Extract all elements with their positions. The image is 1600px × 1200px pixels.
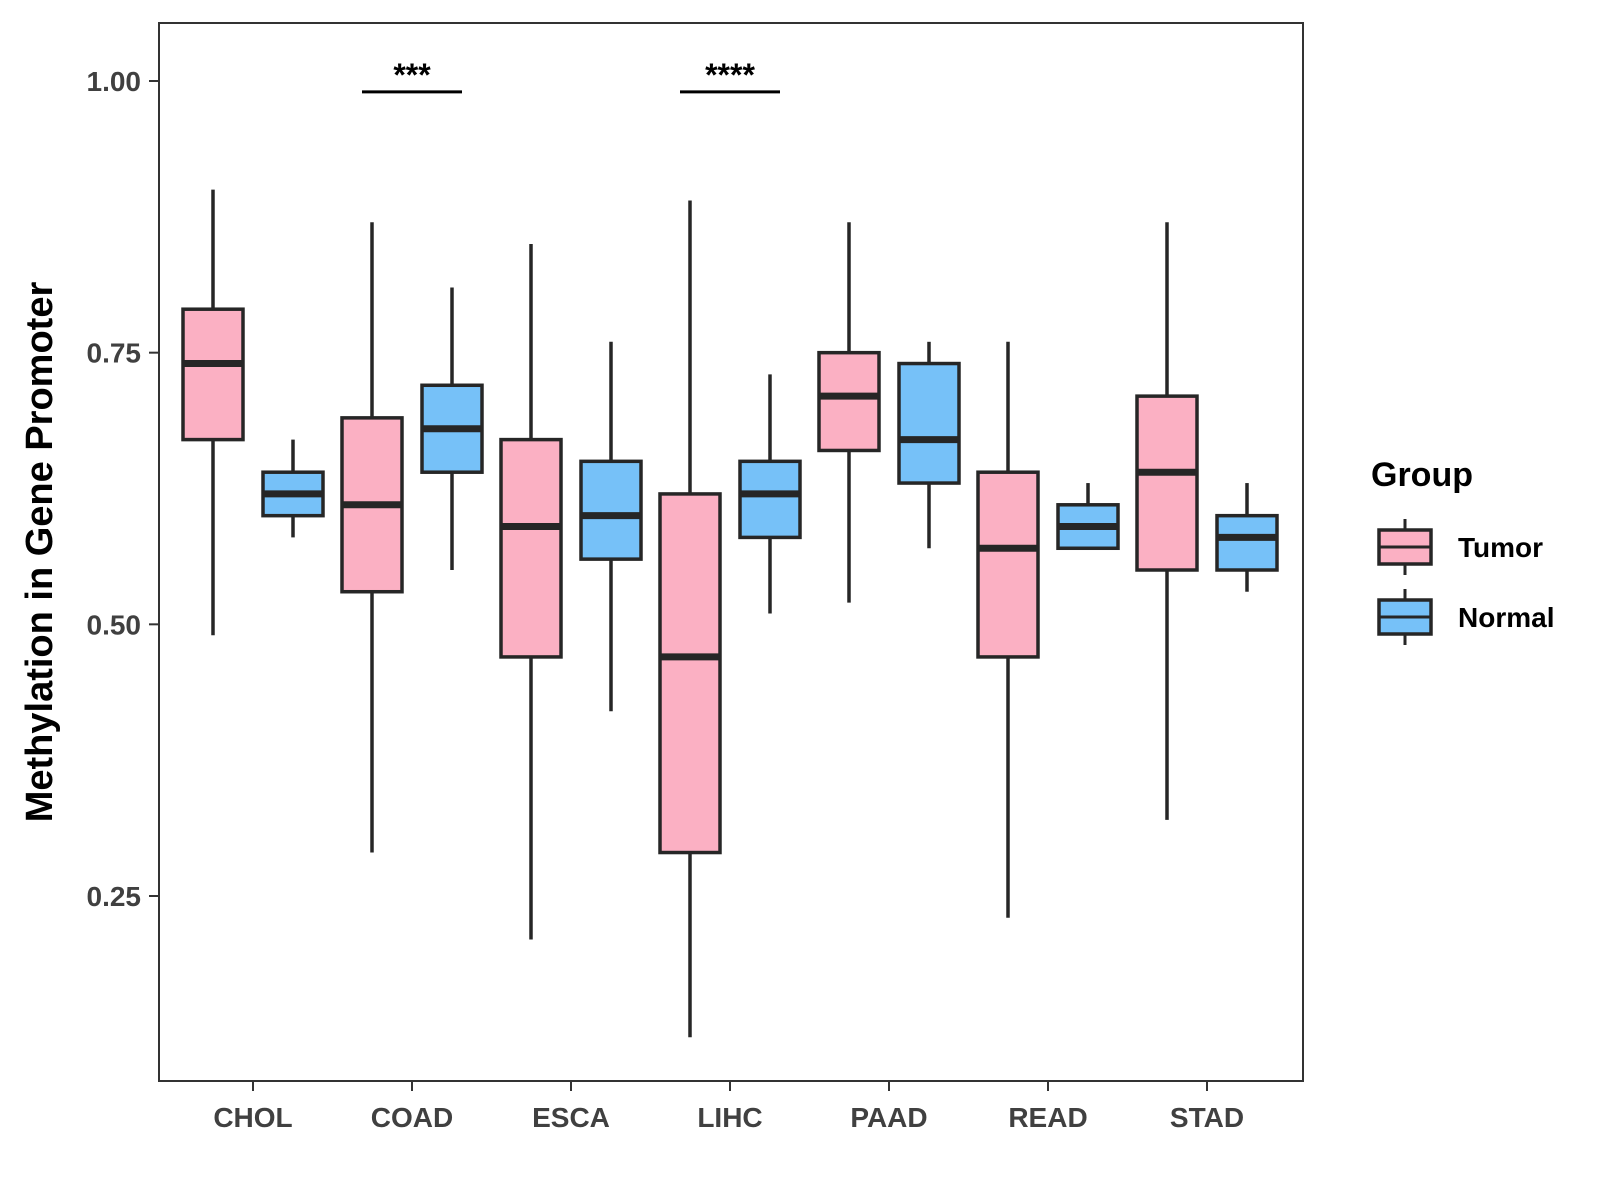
box-esca-tumor (499, 244, 563, 940)
y-axis: 0.25 0.50 0.75 1.00 (87, 66, 159, 912)
box-stad-tumor (1135, 222, 1199, 820)
x-tick-label: ESCA (532, 1102, 610, 1133)
box-coad-normal (420, 287, 484, 570)
box-lihc-tumor (658, 200, 722, 1038)
x-axis: CHOL COAD ESCA LIHC PAAD READ STAD (213, 1081, 1244, 1133)
box-coad-tumor (340, 222, 404, 853)
significance-label: **** (705, 57, 755, 93)
y-axis-title: Methylation in Gene Promoter (19, 282, 61, 823)
box-body (738, 459, 802, 540)
box-chol-tumor (181, 189, 245, 636)
legend-key-tumor (1377, 519, 1433, 575)
x-tick-label: CHOL (213, 1102, 292, 1133)
box-esca-normal (579, 341, 643, 712)
y-tick-label: 0.50 (87, 609, 142, 640)
box-body (897, 361, 961, 485)
legend: Group Tumor Normal (1371, 456, 1554, 645)
significance-label: *** (393, 57, 431, 93)
box-body (579, 459, 643, 561)
x-tick-label: COAD (371, 1102, 453, 1133)
box-lihc-normal (738, 374, 802, 614)
box-body (976, 470, 1040, 659)
box-read-normal (1056, 483, 1120, 551)
plot-panel (158, 22, 1304, 1082)
x-tick-label: PAAD (850, 1102, 927, 1133)
box-body (1135, 394, 1199, 572)
x-tick-label: STAD (1170, 1102, 1244, 1133)
y-tick-label: 1.00 (87, 66, 142, 97)
box-paad-tumor (817, 222, 881, 603)
box-body (181, 307, 245, 442)
legend-key-normal (1377, 589, 1433, 645)
box-stad-normal (1215, 483, 1279, 592)
box-group (181, 189, 1279, 1038)
box-chol-normal (261, 439, 325, 538)
legend-label-tumor: Tumor (1458, 532, 1543, 563)
y-tick-label: 0.25 (87, 881, 142, 912)
box-paad-normal (897, 341, 961, 549)
legend-title: Group (1371, 456, 1473, 494)
box-body (499, 437, 563, 659)
x-tick-label: READ (1008, 1102, 1087, 1133)
significance-annotations: *** **** (362, 57, 780, 94)
box-body (1215, 513, 1279, 572)
box-read-tumor (976, 341, 1040, 918)
box-body (658, 492, 722, 855)
x-tick-label: LIHC (697, 1102, 762, 1133)
legend-label-normal: Normal (1458, 602, 1554, 633)
y-tick-label: 0.75 (87, 338, 142, 369)
box-body (817, 350, 881, 453)
